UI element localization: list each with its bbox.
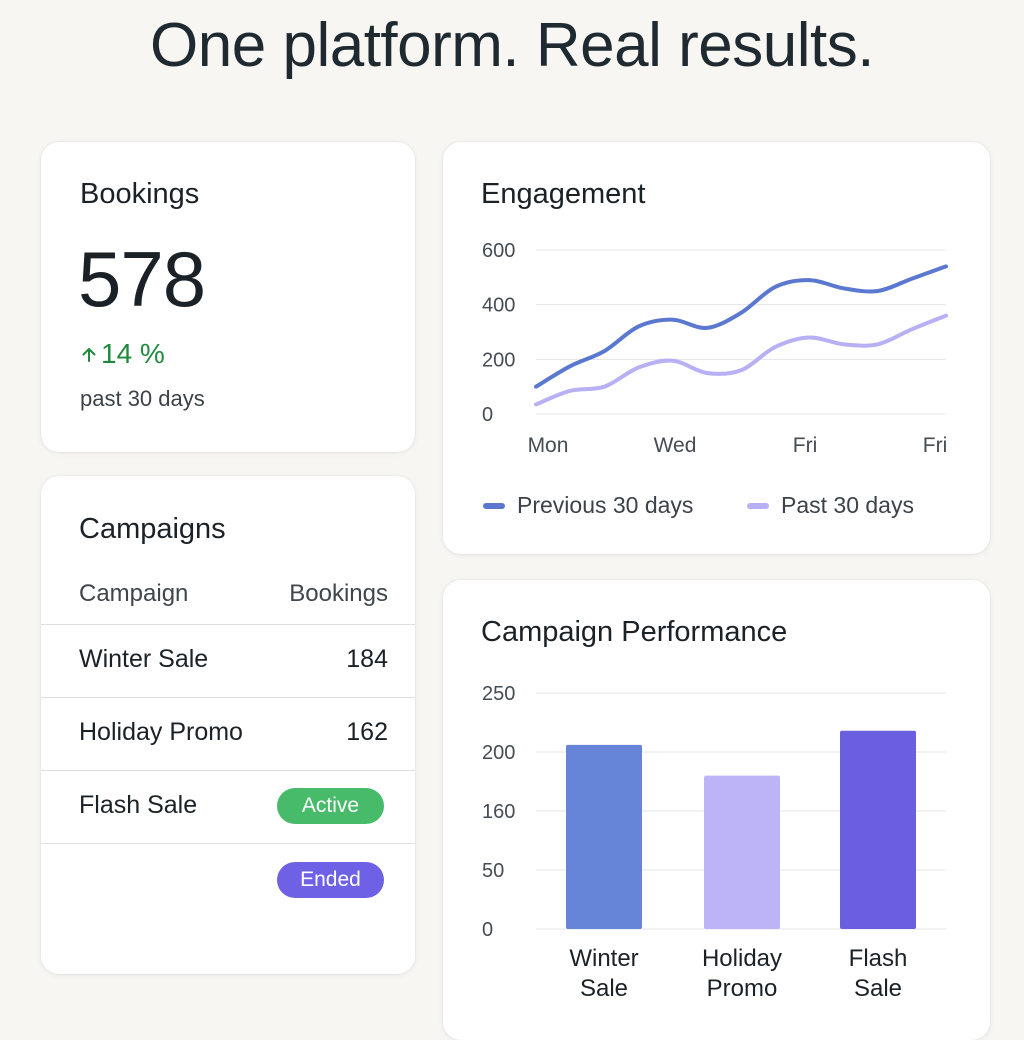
legend-label-past: Past 30 days xyxy=(781,492,914,518)
column-header-bookings: Bookings xyxy=(289,580,388,607)
legend-item-past: Past 30 days xyxy=(747,492,914,519)
campaign-name: Flash Sale xyxy=(79,791,198,819)
y-tick-label: 50 xyxy=(482,860,504,882)
campaign-performance-card: 250 200 160 50 0 Winter Sale Holiday Promo Flash S… xyxy=(443,580,990,1040)
engagement-card: 0 200 400 600 Mon Wed Fri Fri Engagement Previo… xyxy=(443,142,990,554)
x-tick-label: Promo xyxy=(707,975,778,1002)
y-tick-label: 160 xyxy=(482,801,515,823)
campaign-performance-bar-chart: 250 200 160 50 0 Winter Sale Holiday Promo Flash S… xyxy=(482,683,946,1002)
y-tick-label: 200 xyxy=(482,742,515,764)
x-tick-label: Fri xyxy=(923,434,948,457)
campaigns-title: Campaigns xyxy=(79,513,226,545)
y-tick-label: 400 xyxy=(482,295,515,317)
x-tick-label: Sale xyxy=(854,975,902,1002)
table-row[interactable]: Holiday Promo 162 xyxy=(41,697,415,771)
bookings-change: 14 % xyxy=(79,338,165,370)
bar xyxy=(566,744,642,929)
table-row[interactable]: Flash Sale Active xyxy=(41,770,415,844)
campaign-name: Winter Sale xyxy=(79,645,209,673)
bar xyxy=(704,775,780,929)
x-tick-label: Flash xyxy=(849,945,908,972)
campaigns-card: Campaigns Campaign Bookings Winter Sale … xyxy=(41,476,415,974)
table-row[interactable]: Ended xyxy=(41,843,415,917)
arrow-up-icon xyxy=(82,348,96,362)
x-tick-label: Wed xyxy=(654,434,697,457)
bookings-value: 578 xyxy=(78,235,206,323)
bookings-period: past 30 days xyxy=(80,386,205,411)
bookings-title: Bookings xyxy=(80,178,200,210)
y-tick-label: 0 xyxy=(482,404,493,426)
status-badge-active: Active xyxy=(277,788,384,824)
bookings-change-value: 14 % xyxy=(101,338,165,369)
x-tick-label: Fri xyxy=(793,434,818,457)
status-badge-ended: Ended xyxy=(277,862,384,898)
column-header-campaign: Campaign xyxy=(79,580,189,607)
series-line xyxy=(534,313,948,407)
y-tick-label: 200 xyxy=(482,349,515,371)
x-tick-label: Winter xyxy=(569,945,638,972)
campaign-bookings: 184 xyxy=(346,645,388,673)
x-tick-label: Mon xyxy=(528,434,569,457)
campaign-bookings: 162 xyxy=(346,718,388,746)
legend-item-previous: Previous 30 days xyxy=(483,492,693,519)
table-row[interactable]: Winter Sale 184 xyxy=(41,624,415,698)
x-tick-label: Holiday xyxy=(702,945,782,972)
page-headline: One platform. Real results. xyxy=(150,11,874,80)
legend-swatch-past xyxy=(747,502,769,509)
x-tick-label: Sale xyxy=(580,975,628,1002)
series-line xyxy=(534,264,948,389)
campaign-name: Holiday Promo xyxy=(79,718,243,746)
bookings-card: Bookings 578 14 % past 30 days xyxy=(41,142,415,452)
y-tick-label: 250 xyxy=(482,683,515,705)
bar xyxy=(840,730,916,929)
engagement-line-chart: 0 200 400 600 Mon Wed Fri Fri xyxy=(482,240,948,457)
campaign-performance-title: Campaign Performance xyxy=(481,616,788,648)
y-tick-label: 0 xyxy=(482,919,493,941)
legend-swatch-previous xyxy=(483,502,505,509)
legend-label-previous: Previous 30 days xyxy=(517,492,694,518)
y-tick-label: 600 xyxy=(482,240,515,262)
engagement-title: Engagement xyxy=(481,178,646,210)
